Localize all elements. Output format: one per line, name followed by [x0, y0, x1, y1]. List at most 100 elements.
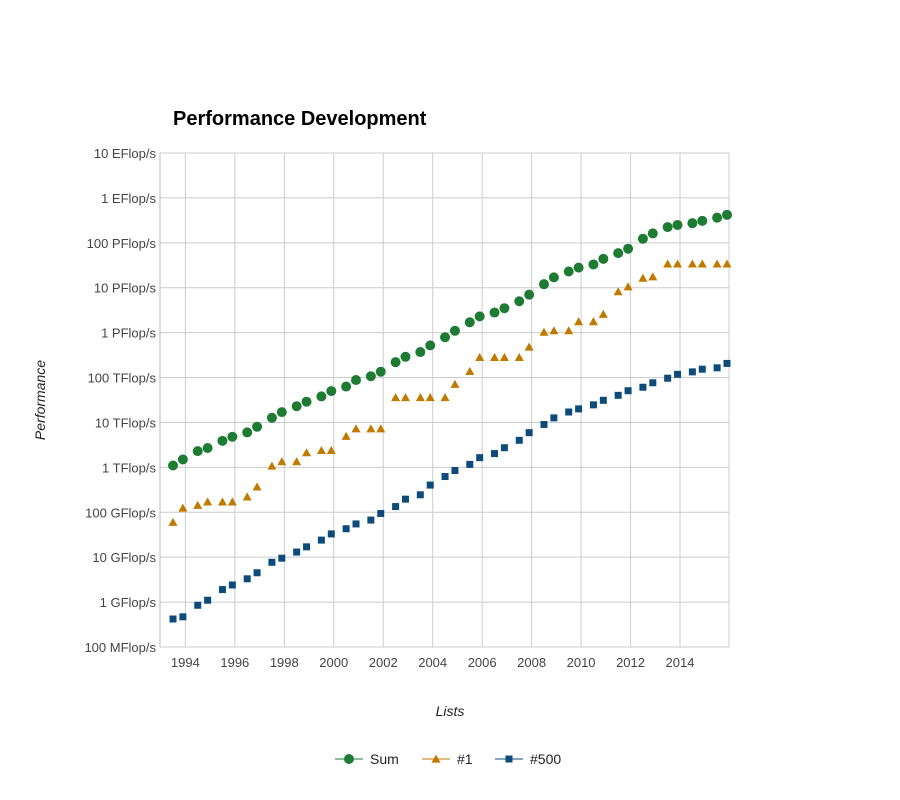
data-point-circle — [227, 431, 238, 442]
legend-item[interactable]: #500 — [495, 751, 561, 767]
data-point-square — [253, 569, 261, 577]
data-point-square — [392, 503, 400, 511]
data-point-square — [476, 454, 484, 462]
x-tick-label: 1994 — [171, 655, 200, 670]
data-point-triangle — [712, 259, 722, 268]
legend-label: Sum — [370, 751, 399, 767]
data-point-circle — [588, 259, 599, 270]
legend[interactable]: Sum #1 #500 — [335, 751, 561, 767]
data-point-circle — [202, 442, 213, 453]
data-point-square — [565, 408, 573, 416]
data-point-triangle — [292, 457, 302, 466]
data-point-triangle — [687, 259, 697, 268]
data-point-triangle — [598, 309, 608, 318]
data-point-triangle — [475, 352, 485, 362]
data-point-circle — [400, 351, 411, 362]
data-point-triangle — [168, 517, 178, 526]
data-point-triangle — [697, 259, 707, 268]
data-point-triangle — [440, 393, 450, 402]
legend-item[interactable]: Sum — [335, 751, 399, 767]
data-point-square — [575, 405, 583, 413]
data-point-square — [204, 596, 212, 604]
data-point-triangle — [623, 282, 633, 291]
data-point-triangle — [400, 393, 410, 402]
series-triangle — [168, 259, 732, 526]
data-point-square — [342, 525, 350, 533]
data-point-square — [367, 516, 375, 524]
y-tick-label: 1 GFlop/s — [100, 595, 157, 610]
data-point-square — [466, 460, 474, 468]
data-point-triangle — [648, 272, 658, 281]
data-point-square — [278, 554, 286, 562]
legend-label: #500 — [530, 751, 561, 767]
data-point-circle — [722, 209, 732, 220]
data-point-circle — [177, 454, 188, 465]
data-point-circle — [687, 218, 698, 229]
data-point-square — [540, 421, 548, 429]
data-point-circle — [464, 317, 475, 328]
data-point-circle — [326, 386, 337, 397]
legend-item[interactable]: #1 — [422, 751, 473, 767]
data-point-triangle — [574, 317, 584, 326]
data-point-circle — [662, 222, 673, 233]
data-point-circle — [598, 253, 609, 264]
data-point-triangle — [524, 342, 534, 351]
y-tick-label: 1 EFlop/s — [101, 191, 156, 206]
data-point-square — [649, 379, 657, 387]
data-point-square — [688, 368, 696, 376]
data-point-square — [550, 414, 558, 422]
x-axis: 1994 1996 1998 2000 2002 2004 2006 2008 2010 2012… — [171, 655, 695, 670]
data-point-triangle — [499, 352, 509, 362]
data-point-circle — [168, 460, 178, 471]
data-point-square — [218, 586, 226, 594]
data-point-circle — [425, 340, 436, 351]
data-point-square — [401, 495, 409, 503]
data-point-square — [243, 575, 251, 583]
x-tick-label: 2004 — [418, 655, 447, 670]
y-tick-label: 10 EFlop/s — [94, 146, 157, 161]
data-point-triangle — [425, 393, 435, 402]
data-point-triangle — [539, 327, 549, 336]
data-point-triangle — [638, 273, 648, 282]
data-point-circle — [563, 266, 574, 277]
x-tick-label: 2000 — [319, 655, 348, 670]
data-point-triangle — [450, 379, 460, 388]
legend-marker — [431, 754, 441, 763]
data-point-square — [327, 530, 335, 538]
data-point-square — [664, 374, 672, 382]
data-point-square — [194, 601, 202, 609]
series-circle — [168, 209, 732, 471]
data-point-triangle — [178, 503, 188, 512]
data-point-circle — [276, 407, 287, 418]
data-point-circle — [217, 435, 228, 446]
data-point-triangle — [242, 492, 252, 501]
data-point-square — [713, 364, 721, 372]
data-point-triangle — [722, 259, 732, 268]
data-point-square — [303, 543, 311, 551]
data-point-circle — [647, 228, 658, 239]
data-point-circle — [613, 248, 624, 259]
data-point-triangle — [326, 445, 336, 455]
data-point-triangle — [588, 317, 598, 326]
data-point-triangle — [514, 352, 524, 362]
y-tick-label: 100 TFlop/s — [88, 371, 157, 386]
data-point-square — [377, 509, 385, 517]
data-point-triangle — [564, 326, 574, 335]
x-tick-label: 2010 — [567, 655, 596, 670]
data-point-square — [614, 391, 622, 399]
x-tick-label: 2002 — [369, 655, 398, 670]
data-point-circle — [351, 375, 362, 386]
data-point-triangle — [366, 424, 376, 433]
data-point-triangle — [376, 424, 386, 433]
data-point-square — [624, 387, 632, 395]
y-tick-label: 10 GFlop/s — [92, 550, 156, 565]
data-point-triangle — [203, 497, 213, 506]
data-point-triangle — [663, 259, 673, 268]
data-point-circle — [514, 296, 525, 307]
y-tick-label: 1 TFlop/s — [102, 460, 156, 475]
data-point-square — [451, 467, 459, 475]
data-point-triangle — [227, 497, 237, 506]
data-point-circle — [712, 212, 723, 223]
y-tick-label: 1 PFlop/s — [101, 326, 156, 341]
x-tick-label: 2006 — [468, 655, 497, 670]
